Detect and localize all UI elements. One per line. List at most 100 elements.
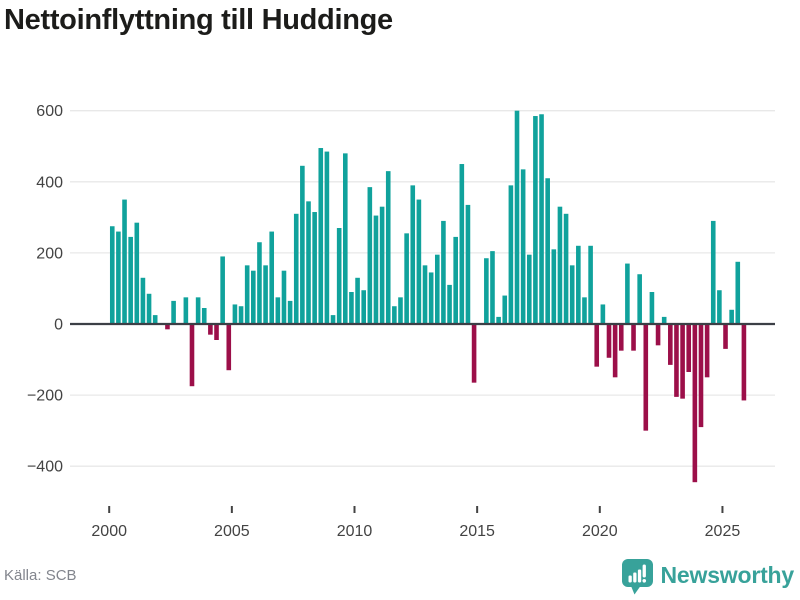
y-tick-label: 600 — [36, 103, 63, 120]
bar — [330, 315, 336, 324]
newsworthy-wordmark: Newsworthy — [660, 562, 795, 588]
bar — [631, 324, 636, 351]
bar — [214, 324, 219, 340]
chart-footer: Källa: SCB Newsworthy — [0, 555, 800, 600]
bar — [324, 151, 330, 324]
bar — [459, 164, 465, 324]
bar — [741, 324, 747, 401]
bar — [171, 300, 176, 324]
bar — [263, 265, 268, 324]
bar — [484, 258, 489, 324]
bar — [232, 304, 238, 324]
bar — [165, 324, 170, 330]
bar — [195, 297, 201, 324]
bar — [287, 300, 293, 324]
bar — [710, 220, 716, 324]
bar — [134, 222, 140, 324]
bar — [367, 187, 373, 324]
bar — [551, 249, 557, 324]
bar — [698, 324, 704, 428]
bar — [465, 204, 471, 324]
bar — [600, 304, 606, 324]
bar — [514, 110, 520, 324]
bar — [116, 231, 121, 324]
bar — [336, 228, 342, 324]
bar — [140, 277, 146, 324]
bar — [441, 220, 446, 324]
bar — [275, 297, 281, 324]
bar — [410, 185, 416, 324]
bar — [471, 324, 477, 383]
bar — [152, 315, 158, 324]
bar — [385, 171, 391, 324]
bar — [686, 324, 692, 372]
bar — [557, 206, 563, 324]
bar — [238, 306, 244, 324]
bar — [379, 206, 385, 324]
bar — [576, 245, 581, 324]
bar — [526, 254, 532, 324]
bar — [661, 316, 667, 324]
bar — [109, 226, 115, 324]
bar — [312, 212, 317, 324]
bar — [618, 324, 624, 351]
bar — [612, 324, 618, 378]
bar — [146, 293, 152, 324]
bar — [680, 324, 685, 399]
bar — [392, 306, 397, 324]
bar — [220, 256, 225, 324]
bar — [269, 231, 275, 324]
bar — [318, 148, 324, 324]
bar — [545, 178, 550, 324]
bar — [422, 265, 428, 324]
bar — [434, 254, 440, 324]
bar — [208, 324, 213, 335]
bar — [183, 297, 189, 324]
bar — [244, 265, 250, 324]
x-tick-label: 2025 — [705, 523, 741, 540]
bar — [539, 114, 544, 324]
x-tick-label: 2020 — [582, 523, 618, 540]
y-tick-label: −200 — [27, 388, 63, 405]
bar — [533, 116, 538, 324]
bar — [447, 284, 452, 324]
bar — [502, 295, 508, 324]
newsworthy-logo[interactable]: Newsworthy — [621, 557, 794, 595]
bar — [723, 324, 728, 349]
bar — [300, 165, 305, 324]
bar — [189, 324, 195, 387]
bar — [655, 324, 661, 346]
bar — [508, 185, 514, 324]
y-tick-label: 400 — [36, 174, 63, 191]
bar — [122, 199, 127, 324]
bar — [226, 324, 232, 371]
bar — [428, 272, 434, 324]
y-tick-label: 200 — [36, 245, 63, 262]
bar — [128, 236, 133, 324]
bar — [355, 277, 360, 324]
bar — [692, 324, 698, 483]
bar — [637, 274, 642, 324]
bar — [490, 251, 495, 324]
bar — [520, 169, 526, 324]
x-tick-label: 2000 — [91, 523, 127, 540]
y-tick-label: 0 — [54, 317, 63, 334]
bar — [281, 270, 287, 324]
bar — [668, 324, 673, 365]
bar — [735, 261, 741, 324]
newsworthy-bubble-barchart-icon — [621, 558, 653, 594]
bar — [251, 270, 256, 324]
bar — [496, 316, 501, 324]
bar — [398, 297, 403, 324]
bar — [625, 263, 630, 324]
bar — [373, 215, 379, 324]
bar — [582, 297, 587, 324]
x-tick-label: 2010 — [337, 523, 373, 540]
y-tick-label: −400 — [27, 459, 63, 476]
bar — [343, 153, 348, 324]
bar — [361, 290, 366, 324]
x-tick-label: 2015 — [459, 523, 495, 540]
bar — [606, 324, 612, 358]
